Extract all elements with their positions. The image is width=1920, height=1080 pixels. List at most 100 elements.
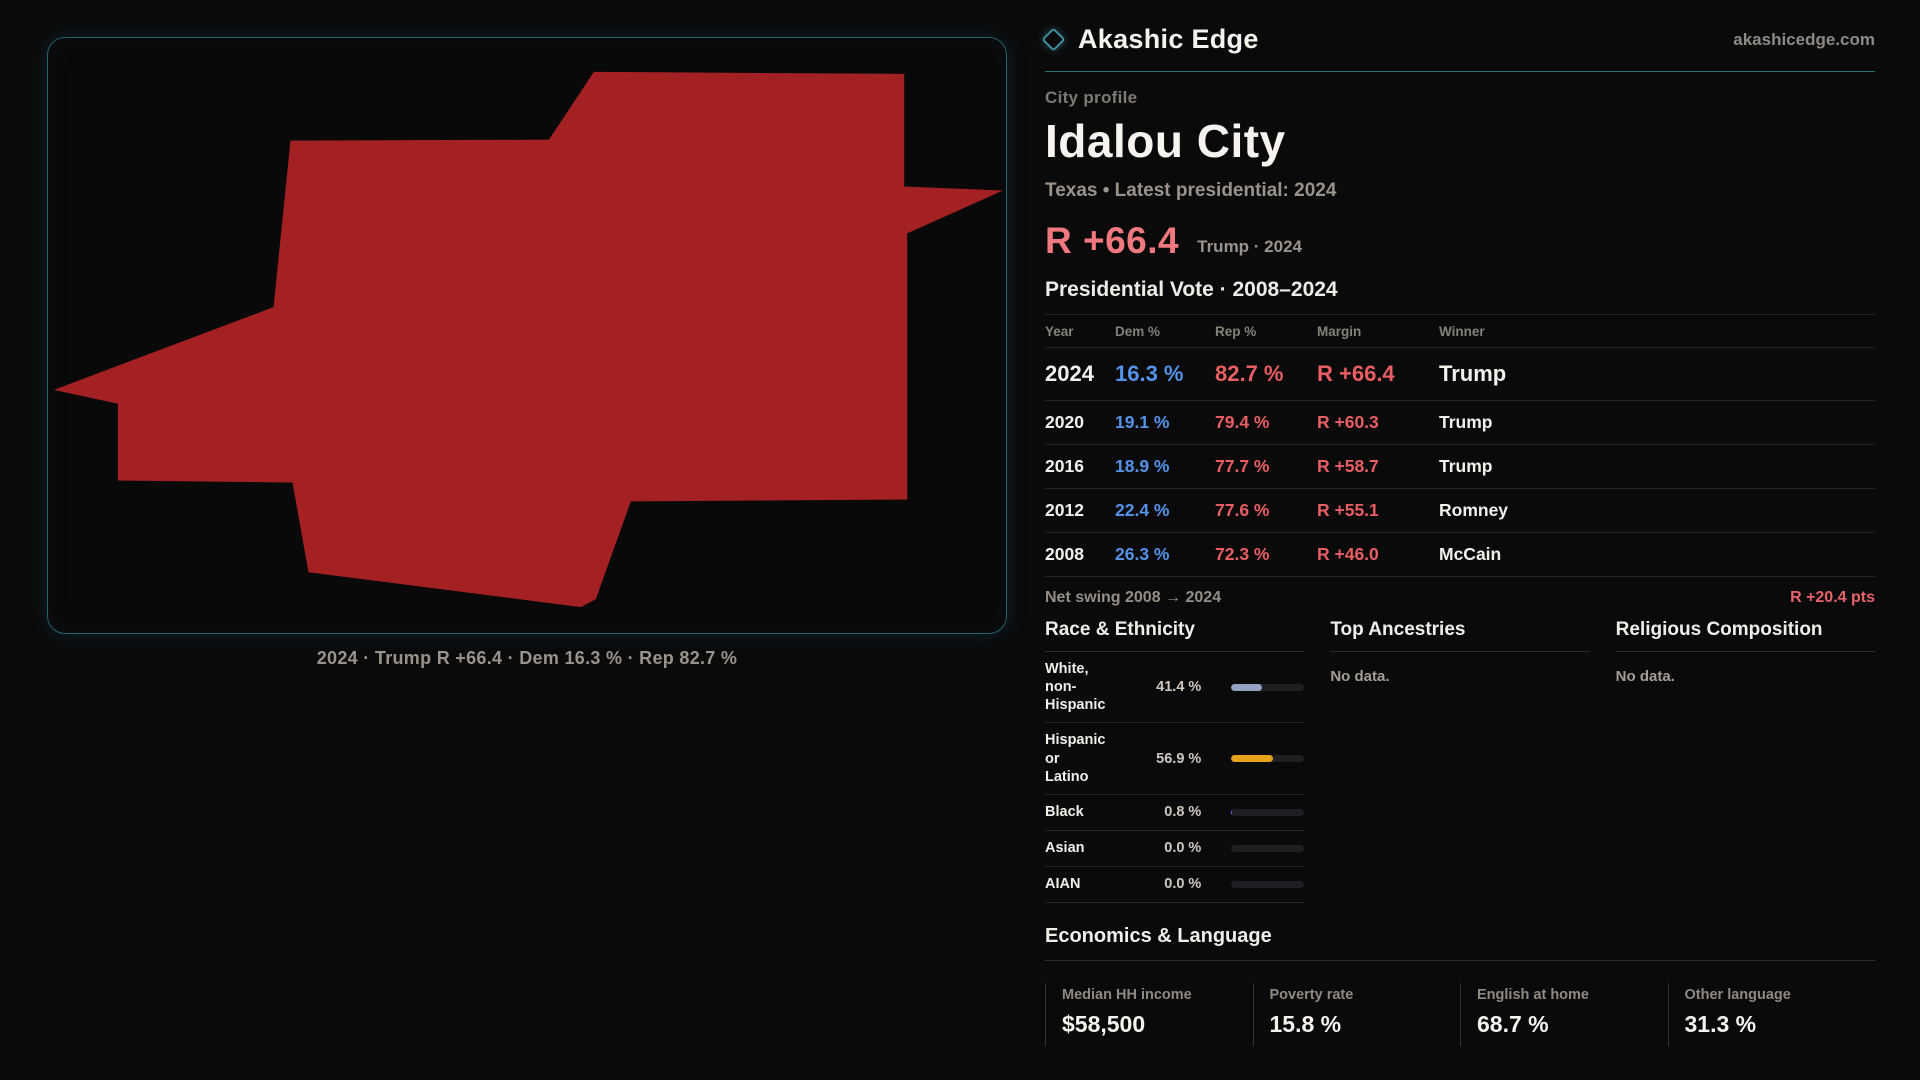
vote-table-row: 2008 26.3 % 72.3 % R +46.0 McCain xyxy=(1045,533,1875,577)
cell-margin: R +58.7 xyxy=(1317,456,1379,476)
stat-label: English at home xyxy=(1477,986,1589,1003)
cell-winner: Romney xyxy=(1439,500,1509,520)
stat-cell: Poverty rate 15.8 % xyxy=(1252,982,1461,1046)
stat-cell: English at home 68.7 % xyxy=(1460,982,1668,1046)
net-swing-row: Net swing 2008 → 2024 R +20.4 pts xyxy=(1045,577,1875,617)
race-bar xyxy=(1231,808,1305,816)
map-caption: 2024 · Trump R +66.4 · Dem 16.3 % · Rep … xyxy=(316,648,738,668)
net-swing-label: Net swing 2008 → 2024 xyxy=(1045,589,1222,606)
page-title: Idalou City xyxy=(1045,115,1286,167)
city-boundary-shape xyxy=(53,71,1004,608)
stat-cell: Other language 31.3 % xyxy=(1667,982,1876,1046)
col-margin: Margin xyxy=(1317,324,1362,339)
stat-cell: Median HH income $58,500 xyxy=(1045,982,1253,1046)
vote-table-header: Year Dem % Rep % Margin Winner xyxy=(1045,315,1875,348)
cell-margin: R +46.0 xyxy=(1317,544,1379,564)
race-ethnicity-list: White, non-Hispanic 41.4 % Hispanic or Lat… xyxy=(1045,652,1305,903)
brand-domain-link[interactable]: akashicedge.com xyxy=(1733,29,1875,49)
cell-rep: 77.7 % xyxy=(1215,456,1270,476)
stat-value: 31.3 % xyxy=(1684,1010,1757,1037)
religious-composition-empty: No data. xyxy=(1615,668,1675,685)
stat-value: 68.7 % xyxy=(1477,1010,1549,1037)
col-dem: Dem % xyxy=(1115,324,1161,339)
map-section: 2024 · Trump R +66.4 · Dem 16.3 % · Rep … xyxy=(47,37,1007,669)
religious-composition-section: Religious Composition No data. xyxy=(1615,619,1875,903)
cell-winner: Trump xyxy=(1439,412,1493,432)
vote-table-title: Presidential Vote · 2008–2024 xyxy=(1045,278,1338,301)
brand: Akashic Edge xyxy=(1041,24,1259,55)
race-value: 0.8 % xyxy=(1164,804,1202,821)
demographics-sections: Race & Ethnicity White, non-Hispanic 41.4… xyxy=(1045,619,1875,903)
col-year: Year xyxy=(1045,324,1074,339)
top-ancestries-section: Top Ancestries No data. xyxy=(1330,619,1590,903)
race-value: 0.0 % xyxy=(1164,876,1202,893)
stat-label: Other language xyxy=(1684,986,1791,1003)
race-row: AIAN 0.0 % xyxy=(1045,867,1305,903)
latest-margin: R +66.4 Trump · 2024 xyxy=(1045,220,1875,262)
cell-winner: Trump xyxy=(1439,361,1507,386)
cell-dem: 16.3 % xyxy=(1115,361,1184,386)
vote-table-row: 2020 19.1 % 79.4 % R +60.3 Trump xyxy=(1045,401,1875,445)
vote-table-row: 2012 22.4 % 77.6 % R +55.1 Romney xyxy=(1045,489,1875,533)
cell-dem: 26.3 % xyxy=(1115,544,1170,564)
margin-value: R +66.4 xyxy=(1045,220,1180,261)
net-swing-value: R +20.4 pts xyxy=(1790,589,1875,606)
race-bar xyxy=(1231,683,1305,691)
religious-composition-title: Religious Composition xyxy=(1615,619,1875,652)
race-row: Black 0.8 % xyxy=(1045,795,1305,831)
city-profile-panel: Akashic Edge akashicedge.com City profil… xyxy=(1041,24,1876,1080)
cell-winner: Trump xyxy=(1439,456,1493,476)
city-boundary-map xyxy=(53,71,1004,608)
brand-name: Akashic Edge xyxy=(1078,24,1259,54)
race-label: Asian xyxy=(1045,840,1085,857)
stat-value: $58,500 xyxy=(1062,1010,1146,1037)
cell-year: 2012 xyxy=(1045,500,1084,520)
race-value: 41.4 % xyxy=(1156,679,1202,696)
race-label: Black xyxy=(1045,804,1084,821)
race-bar-fill xyxy=(1231,808,1233,816)
race-bar-fill xyxy=(1231,755,1273,763)
col-winner: Winner xyxy=(1439,324,1485,339)
race-bar xyxy=(1231,755,1305,763)
stat-label: Poverty rate xyxy=(1269,986,1354,1003)
cell-margin: R +55.1 xyxy=(1317,500,1379,520)
stat-label: Median HH income xyxy=(1062,986,1192,1003)
race-row: White, non-Hispanic 41.4 % xyxy=(1045,652,1305,724)
cell-dem: 22.4 % xyxy=(1115,500,1170,520)
cell-year: 2016 xyxy=(1045,456,1084,476)
race-value: 56.9 % xyxy=(1156,750,1202,767)
race-row: Asian 0.0 % xyxy=(1045,831,1305,867)
race-label: AIAN xyxy=(1045,876,1081,893)
cell-rep: 72.3 % xyxy=(1215,544,1270,564)
cell-dem: 19.1 % xyxy=(1115,412,1170,432)
vote-table-row: 2024 16.3 % 82.7 % R +66.4 Trump xyxy=(1045,348,1875,401)
economics-title: Economics & Language xyxy=(1045,925,1875,961)
page-kicker: City profile xyxy=(1045,88,1138,107)
race-ethnicity-title: Race & Ethnicity xyxy=(1045,619,1305,652)
margin-context: Trump · 2024 xyxy=(1197,237,1302,256)
cell-margin: R +60.3 xyxy=(1317,412,1379,432)
col-rep: Rep % xyxy=(1215,324,1257,339)
cell-margin: R +66.4 xyxy=(1317,361,1395,386)
cell-year: 2024 xyxy=(1045,361,1094,386)
cell-rep: 82.7 % xyxy=(1215,361,1284,386)
page-subtitle: Texas • Latest presidential: 2024 xyxy=(1045,180,1337,201)
race-row: Hispanic or Latino 56.9 % xyxy=(1045,723,1305,795)
race-label: Hispanic or Latino xyxy=(1045,732,1106,785)
stat-value: 15.8 % xyxy=(1269,1010,1342,1037)
vote-table-row: 2016 18.9 % 77.7 % R +58.7 Trump xyxy=(1045,445,1875,489)
cell-year: 2008 xyxy=(1045,544,1084,564)
race-bar-fill xyxy=(1231,683,1262,691)
cell-rep: 77.6 % xyxy=(1215,500,1270,520)
vote-table-body: 2024 16.3 % 82.7 % R +66.4 Trump 2020 19.1 % 79… xyxy=(1045,348,1875,577)
cell-rep: 79.4 % xyxy=(1215,412,1270,432)
cell-winner: McCain xyxy=(1439,544,1502,564)
map-card xyxy=(47,37,1007,634)
race-label: White, non-Hispanic xyxy=(1045,661,1106,714)
economics-stats: Median HH income $58,500 Poverty rate 15.8 … xyxy=(1045,982,1876,1046)
header: Akashic Edge akashicedge.com xyxy=(1041,24,1875,72)
cell-dem: 18.9 % xyxy=(1115,456,1170,476)
vote-table: Year Dem % Rep % Margin Winner 2024 16.3 … xyxy=(1045,314,1875,577)
race-ethnicity-section: Race & Ethnicity White, non-Hispanic 41.4… xyxy=(1045,619,1305,903)
